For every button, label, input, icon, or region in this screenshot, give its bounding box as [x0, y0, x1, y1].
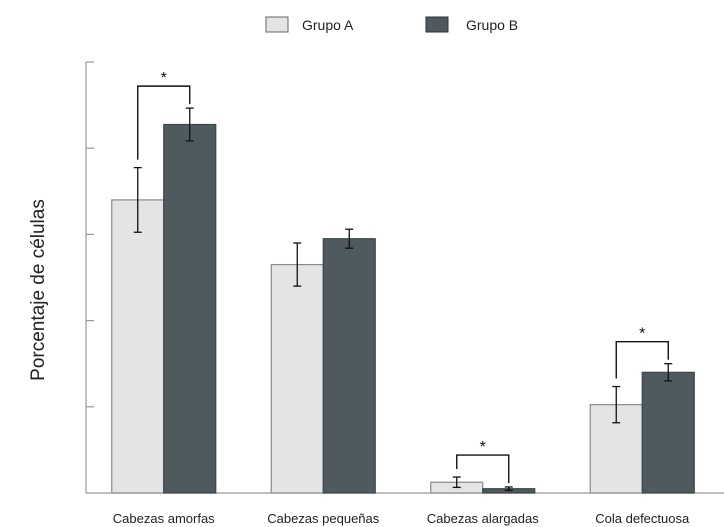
error-bar-grupo-b-0: [185, 107, 194, 142]
error-bar-grupo-b-2: [504, 486, 513, 492]
significance-markers: * * *: [137, 70, 669, 483]
bar-grupo-a-0: [111, 199, 165, 494]
significance-star-2: *: [480, 439, 486, 456]
significance-star-0: *: [161, 70, 167, 87]
error-bar-grupo-a-3: [612, 385, 621, 424]
legend-swatch-grupo-b: [425, 16, 449, 33]
error-bar-grupo-b-1: [345, 228, 354, 249]
error-bar-grupo-a-2: [452, 476, 461, 489]
legend-swatch-grupo-a: [265, 16, 289, 33]
y-axis-title: Porcentaje de células: [28, 199, 49, 381]
x-tick-label-1: Cabezas pequeñas: [267, 511, 380, 526]
error-bars: [133, 107, 673, 492]
significance-star-3: *: [639, 326, 645, 343]
bar-grupo-b-3: [641, 371, 695, 494]
error-bar-grupo-b-3: [664, 363, 673, 382]
y-axis-ticks: [86, 61, 94, 408]
x-axis-tick-labels: Cabezas amorfas Cabezas pequeñas Cabezas a…: [113, 511, 690, 526]
significance-bracket-2: *: [456, 439, 510, 483]
significance-bracket-0: *: [137, 70, 191, 160]
legend: Grupo A Grupo B: [265, 16, 518, 33]
bar-grupo-b-1: [322, 238, 376, 494]
error-bar-grupo-a-1: [293, 242, 302, 287]
error-bar-grupo-a-0: [133, 166, 142, 233]
x-tick-label-3: Cola defectuosa: [595, 511, 690, 526]
x-tick-label-2: Cabezas alargadas: [427, 511, 540, 526]
significance-bracket-3: *: [615, 326, 669, 379]
legend-label-grupo-a: Grupo A: [302, 17, 354, 33]
bar-grupo-a-1: [270, 263, 324, 494]
bars: [111, 123, 695, 494]
x-tick-label-0: Cabezas amorfas: [113, 511, 215, 526]
legend-label-grupo-b: Grupo B: [466, 17, 518, 33]
bar-grupo-b-0: [163, 123, 217, 494]
